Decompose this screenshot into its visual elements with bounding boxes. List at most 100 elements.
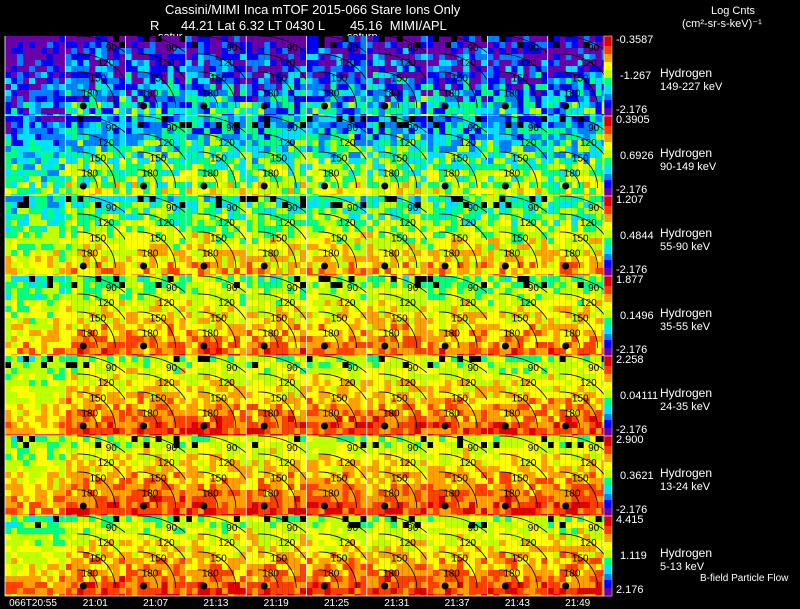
heatmap-cell [161, 188, 168, 194]
heatmap-cell [209, 134, 216, 140]
heatmap-cell [197, 226, 204, 232]
heatmap-cell [227, 238, 234, 244]
heatmap-cell [107, 170, 114, 176]
colorbar-segment [604, 58, 612, 61]
heatmap-cell [427, 182, 434, 188]
heatmap-cell [571, 208, 578, 214]
heatmap-cell [595, 90, 602, 96]
contour-label: 90 [106, 203, 118, 214]
heatmap-cell [523, 244, 530, 250]
heatmap-cell [113, 96, 120, 102]
heatmap-cell [252, 122, 259, 128]
heatmap-cell [65, 134, 72, 140]
heatmap-cell [372, 274, 379, 276]
heatmap-cell [457, 84, 464, 90]
contour-label: 150 [150, 153, 167, 164]
heatmap-cell [107, 152, 114, 158]
heatmap-cell [511, 60, 518, 66]
heatmap-cell [233, 102, 240, 108]
heatmap-cell [29, 268, 35, 274]
heatmap-cell [167, 196, 174, 202]
heatmap-cell [445, 274, 452, 276]
heatmap-cell [324, 116, 331, 122]
heatmap-cell [119, 274, 126, 276]
heatmap-cell [511, 108, 518, 114]
bfield-marker [321, 102, 328, 110]
heatmap-cell [77, 164, 84, 170]
heatmap-cell [125, 250, 132, 256]
heatmap-cell [463, 128, 470, 134]
heatmap-cell [427, 262, 434, 268]
heatmap-cell [583, 134, 590, 140]
heatmap-cell [270, 54, 277, 60]
heatmap-cell [541, 128, 548, 134]
heatmap-cell [161, 128, 168, 134]
heatmap-cell [529, 268, 536, 274]
heatmap-cell [378, 152, 385, 158]
heatmap-cell [137, 116, 144, 122]
heatmap-cell [324, 152, 331, 158]
heatmap-cell [571, 48, 578, 54]
heatmap-cell [215, 96, 222, 102]
heatmap-cell [475, 116, 482, 122]
heatmap-cell [167, 42, 174, 48]
colorbar-segment [604, 116, 612, 119]
heatmap-cell [535, 164, 542, 170]
heatmap-cell [414, 220, 421, 226]
heatmap-cell [571, 114, 578, 116]
heatmap-cell [469, 202, 476, 208]
heatmap-cell [203, 60, 210, 66]
heatmap-cell [107, 274, 114, 276]
heatmap-cell [360, 96, 367, 102]
heatmap-cell [209, 42, 216, 48]
heatmap-cell [59, 214, 65, 220]
heatmap-cell [390, 140, 397, 146]
heatmap-cell [559, 202, 566, 208]
heatmap-cell [258, 60, 265, 66]
heatmap-cell [445, 60, 452, 66]
heatmap-cell [71, 188, 78, 194]
heatmap-cell [233, 60, 240, 66]
heatmap-cell [113, 182, 120, 188]
heatmap-cell [143, 250, 150, 256]
heatmap-cell [571, 268, 578, 274]
heatmap-cell [161, 90, 168, 96]
heatmap-cell [336, 170, 343, 176]
heatmap-cell [571, 164, 578, 170]
heatmap-cell [469, 188, 476, 194]
heatmap-cell [41, 170, 47, 176]
heatmap-cell [469, 176, 476, 182]
heatmap-cell [173, 188, 180, 194]
heatmap-cell [475, 60, 482, 66]
heatmap-cell [595, 202, 602, 208]
heatmap-cell [131, 146, 138, 152]
heatmap-cell [463, 96, 470, 102]
heatmap-cell [414, 244, 421, 250]
heatmap-cell [330, 268, 337, 274]
heatmap-cell [330, 140, 337, 146]
heatmap-cell [408, 244, 415, 250]
heatmap-cell [324, 78, 331, 84]
heatmap-cell [258, 146, 265, 152]
heatmap-cell [35, 78, 41, 84]
heatmap-cell [167, 268, 174, 274]
heatmap-cell [445, 220, 452, 226]
heatmap-cell [427, 42, 434, 48]
heatmap-cell [336, 66, 343, 72]
heatmap-cell [71, 196, 78, 202]
heatmap-cell [258, 208, 265, 214]
heatmap-cell [312, 36, 319, 42]
heatmap-cell [59, 134, 65, 140]
heatmap-cell [17, 128, 23, 134]
heatmap-cell [29, 146, 35, 152]
pitch-angle-contour [439, 231, 478, 269]
heatmap-cell [71, 238, 78, 244]
heatmap-cell [149, 42, 156, 48]
heatmap-cell [330, 250, 337, 256]
heatmap-cell [505, 232, 512, 238]
heatmap-cell [384, 84, 391, 90]
heatmap-cell [167, 84, 174, 90]
heatmap-cell [451, 158, 458, 164]
heatmap-cell [511, 158, 518, 164]
